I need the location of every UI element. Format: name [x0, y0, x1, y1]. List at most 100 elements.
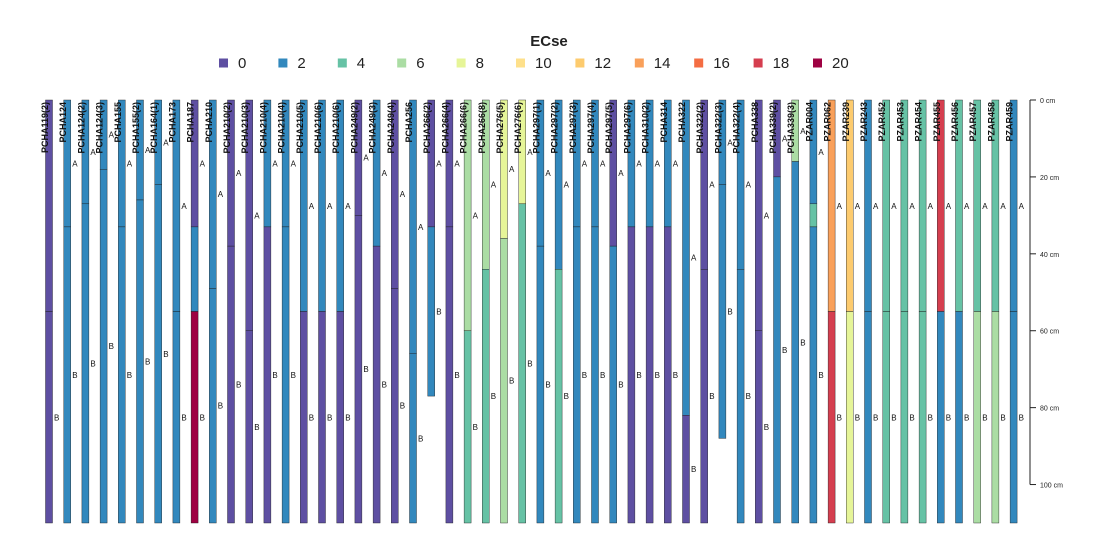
profile-name: PZAR062 — [823, 102, 833, 142]
profile-PCHA266(2): A B PCHA266(2) — [422, 99, 442, 397]
profile-name: PCHA210 — [204, 102, 214, 143]
profile-name: PCHA119(2) — [40, 102, 50, 153]
profile-PCHA297(3): A B PCHA297(3) — [568, 99, 588, 524]
depth-tick-label: 40 cm — [1040, 252, 1059, 259]
horizon-B-1 — [136, 199, 144, 524]
profile-name: PCHA276(6) — [513, 102, 523, 154]
horizon-B-1 — [63, 226, 71, 524]
horizon-B-1 — [937, 311, 945, 524]
profile-name: PZAR004 — [804, 102, 814, 142]
horizon-label: A — [291, 159, 297, 168]
profile-PZAR456: A B PZAR456 — [950, 99, 970, 524]
profile-name: PZAR243 — [859, 102, 869, 142]
depth-tick-label: 100 cm — [1040, 483, 1063, 490]
profile-PZAR004: A B PZAR004 — [804, 99, 824, 524]
horizon-label: B — [436, 308, 441, 317]
horizon-B-1 — [900, 311, 909, 524]
profile-name: PCHA266(8) — [477, 102, 487, 154]
profile-PCHA210(4): A B PCHA210(4) — [258, 99, 278, 524]
horizon-label: A — [873, 202, 879, 211]
horizon-label: B — [327, 413, 332, 422]
horizon-label: B — [491, 392, 496, 401]
profile-PCHA297(2): A B PCHA297(2) — [550, 99, 570, 524]
profile-name: PCHA249(4) — [386, 102, 396, 154]
horizon-label: A — [509, 165, 515, 174]
profile-PZAR452: A B PZAR452 — [877, 99, 897, 524]
horizon-label: A — [454, 159, 460, 168]
horizon-B-1 — [336, 311, 344, 524]
horizon-B-1 — [154, 184, 162, 524]
horizon-label: B — [800, 338, 805, 347]
horizon-label: A — [236, 169, 242, 178]
horizon-B-1 — [99, 169, 108, 524]
horizon-label: B — [109, 342, 114, 351]
profile-name: PCHA266(6) — [459, 102, 469, 154]
horizon-B-1 — [227, 245, 235, 524]
profile-name: PCHA210(4) — [277, 102, 287, 154]
horizon-B-1 — [118, 226, 126, 524]
horizon-label: A — [600, 159, 606, 168]
horizon-label: A — [272, 159, 278, 168]
horizon-label: A — [655, 159, 661, 168]
depth-axis: 0 cm 20 cm 40 cm 60 cm 80 cm 100 cm — [1029, 98, 1063, 490]
horizon-label: A — [891, 202, 897, 211]
depth-tick-label: 20 cm — [1040, 175, 1059, 182]
horizon-label: B — [891, 413, 896, 422]
horizon-B-1 — [645, 226, 654, 524]
profile-name: PCHA155(2) — [131, 102, 141, 154]
horizon-B-1 — [682, 415, 690, 524]
horizon-label: B — [746, 392, 751, 401]
horizon-B-1 — [500, 238, 508, 524]
horizon-B-1 — [627, 226, 636, 524]
profile-name: PCHA249(3) — [368, 102, 378, 154]
legend-label-8: 8 — [476, 55, 484, 72]
profile-name: PCHA249(2) — [349, 102, 359, 154]
profile-PCHA249(3): A B PCHA249(3) — [368, 99, 388, 524]
horizon-B-1 — [973, 311, 981, 524]
profile-PCHA297(4): A B PCHA297(4) — [586, 99, 606, 524]
horizon-label: B — [418, 434, 423, 443]
horizon-label: A — [382, 169, 388, 178]
horizon-label: A — [582, 159, 588, 168]
horizon-label: B — [236, 381, 241, 390]
horizon-label: B — [691, 465, 696, 474]
horizon-label: A — [345, 202, 351, 211]
horizon-label: B — [272, 371, 277, 380]
profile-PZAR455: A B PZAR455 — [932, 99, 952, 524]
profile-name: PCHA297(1) — [531, 102, 541, 154]
horizon-label: A — [855, 202, 861, 211]
horizon-label: A — [564, 181, 570, 190]
horizon-label: A — [145, 146, 151, 155]
horizon-label: A — [928, 202, 934, 211]
horizon-label: B — [600, 371, 605, 380]
profile-name: PCHA338 — [750, 102, 760, 143]
horizon-label: B — [400, 402, 405, 411]
profile-name: PCHA297(2) — [550, 102, 560, 154]
profile-name: PCHA339(3) — [786, 102, 796, 154]
horizon-B-1 — [846, 311, 854, 524]
profile-name: PZAR452 — [877, 102, 887, 142]
horizon-label: B — [764, 423, 769, 432]
legend-swatch-18 — [753, 58, 763, 68]
horizon-B-1 — [354, 215, 363, 524]
profile-PCHA256: A B PCHA256 — [404, 99, 424, 524]
profile-name: PCHA266(4) — [440, 102, 450, 154]
horizon-label: B — [473, 423, 478, 432]
profile-name: PZAR454 — [914, 102, 924, 142]
depth-tick-label: 0 cm — [1040, 98, 1055, 105]
profile-name: PCHA210(2) — [222, 102, 232, 154]
profile-name: PCHA210(6) — [313, 102, 323, 154]
profile-PCHA339(2): A B PCHA339(2) — [768, 99, 788, 524]
profile-PCHA124: A B PCHA124 — [58, 99, 78, 524]
profile-PCHA297(6): A B PCHA297(6) — [622, 99, 642, 524]
horizon-label: A — [473, 211, 479, 220]
profile-PCHA210: A B PCHA210 — [204, 99, 224, 524]
horizon-label: B — [454, 371, 459, 380]
horizon-label: B — [291, 371, 296, 380]
profile-PCHA276(6): A B PCHA276(6) — [513, 99, 533, 524]
legend-label-14: 14 — [654, 55, 671, 72]
legend-swatch-14 — [634, 58, 644, 68]
horizon-label: B — [527, 359, 532, 368]
profile-name: PCHA266(2) — [422, 102, 432, 154]
horizon-label: A — [1019, 202, 1025, 211]
